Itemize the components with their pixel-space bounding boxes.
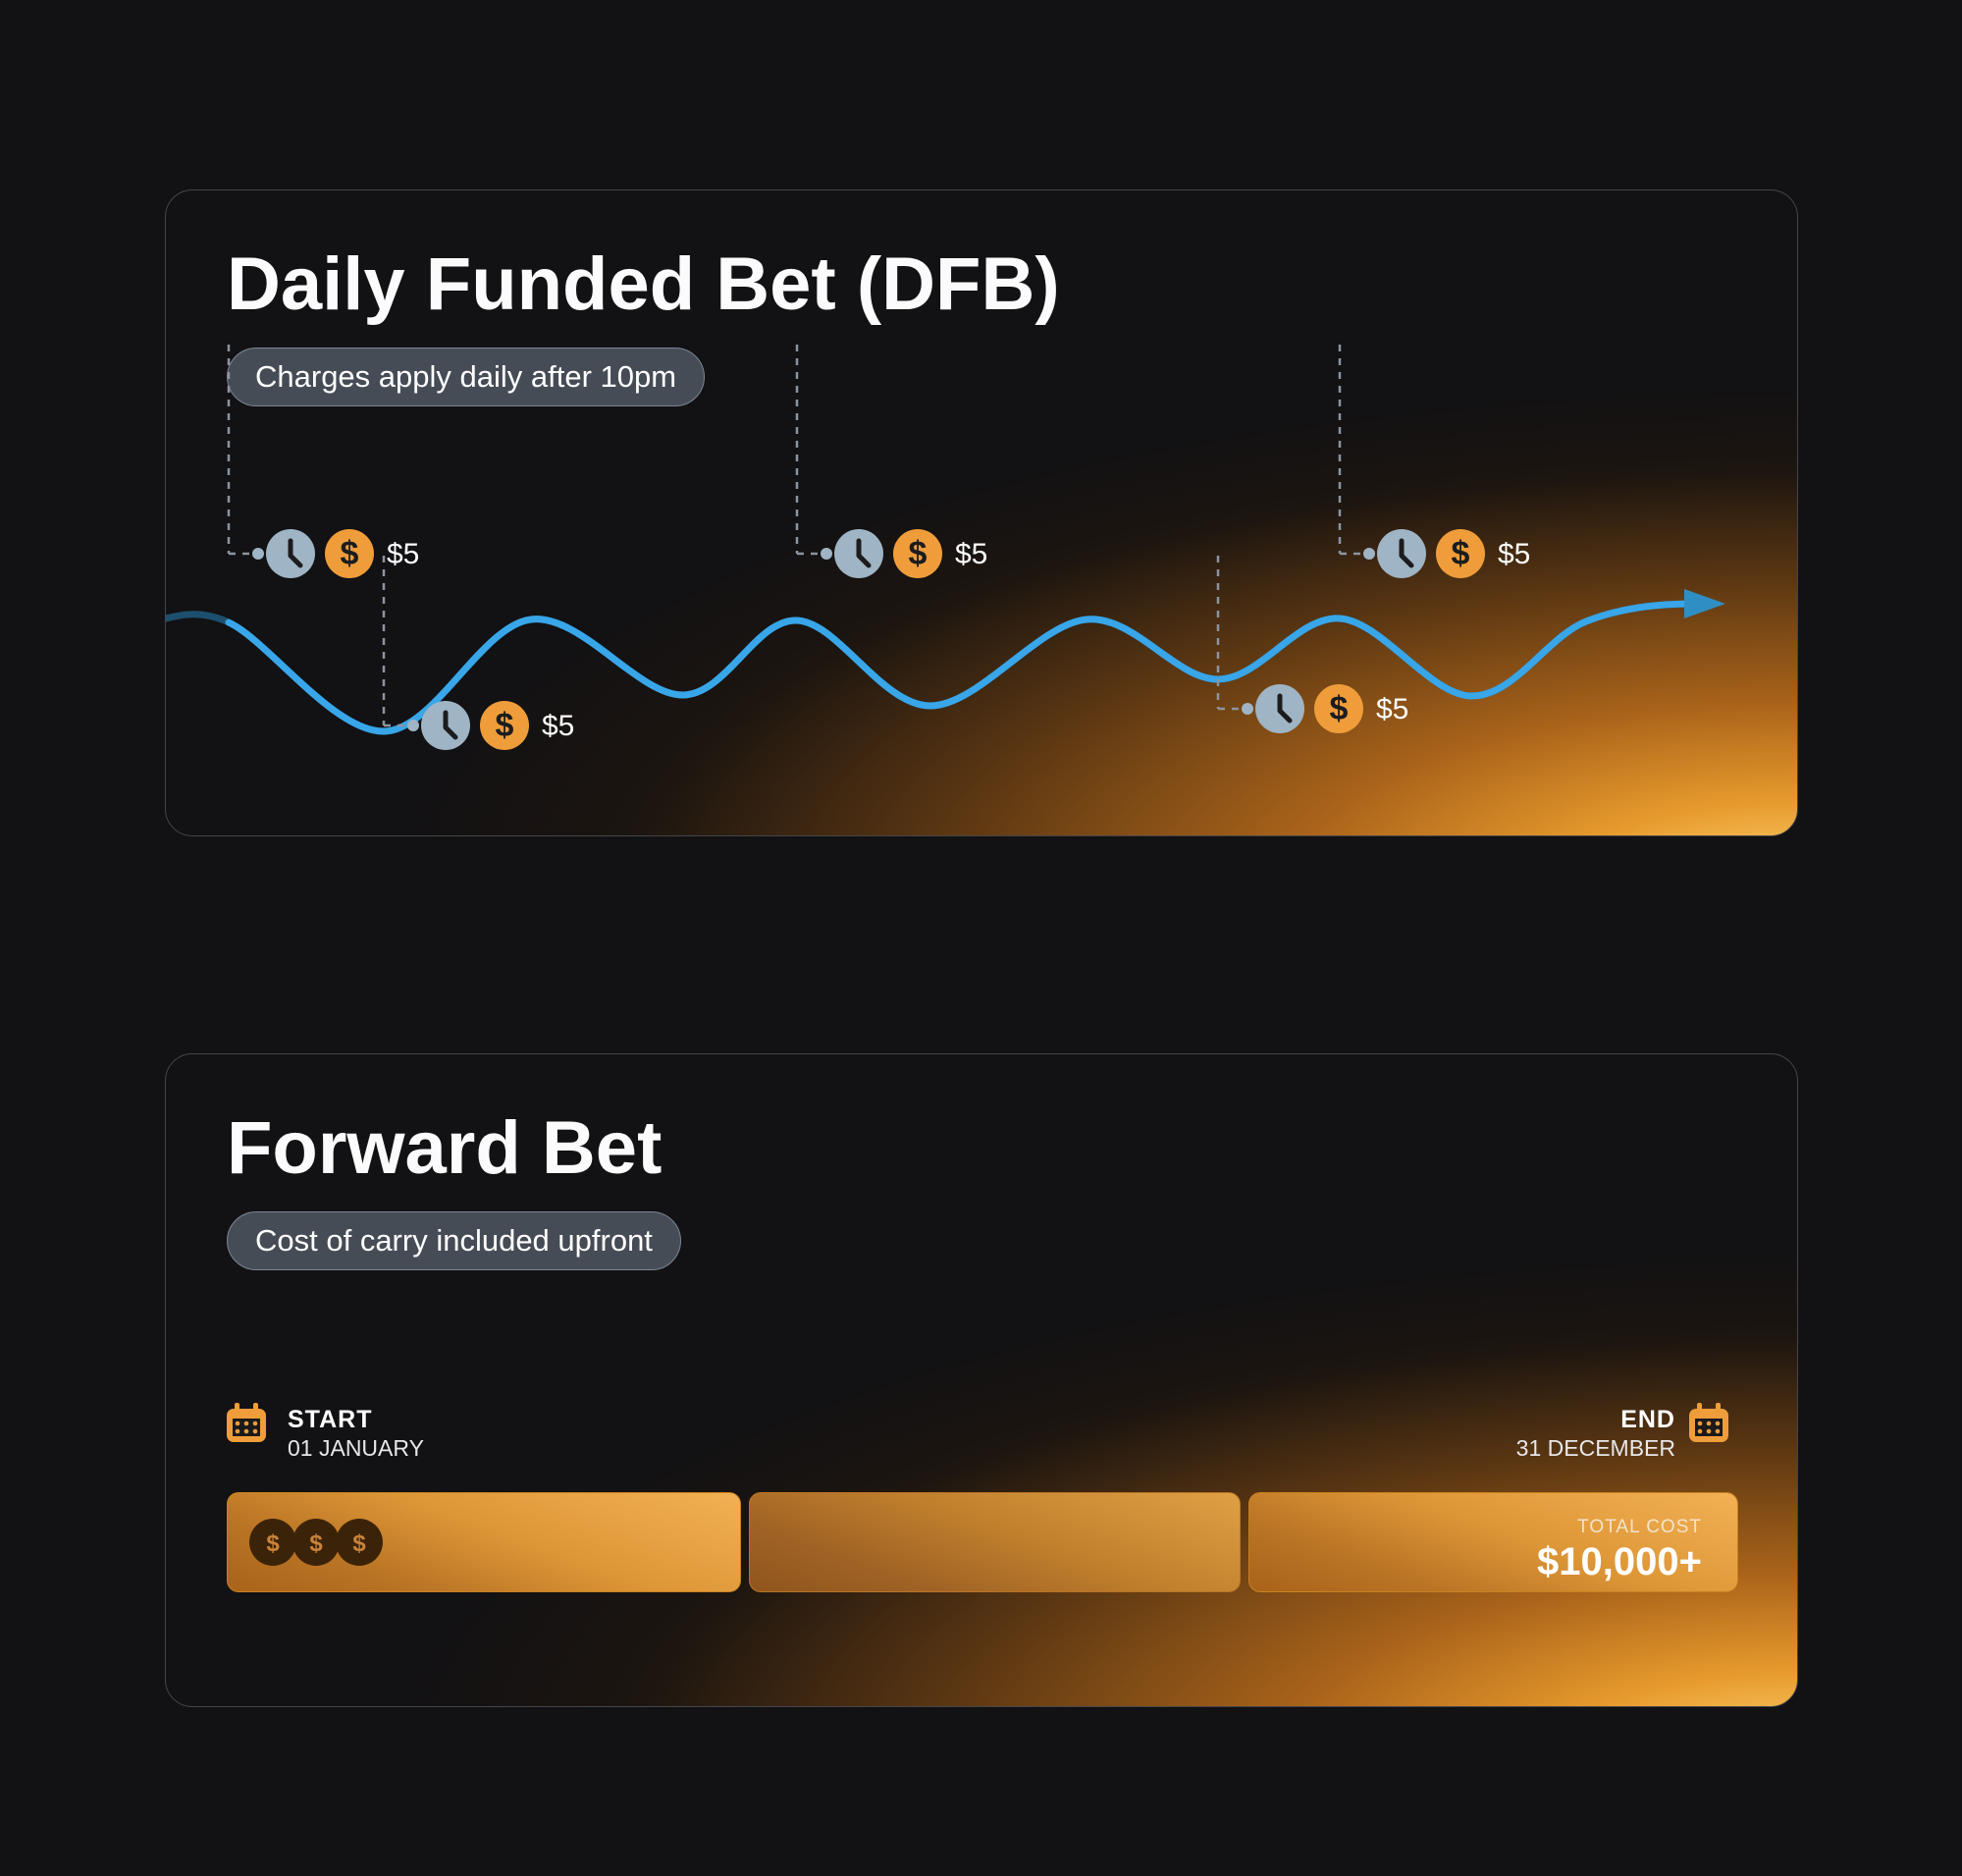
svg-text:$5: $5 (542, 710, 574, 742)
svg-text:$: $ (309, 1530, 323, 1557)
svg-text:$5: $5 (1376, 693, 1408, 725)
svg-text:$5: $5 (955, 538, 987, 570)
svg-text:$5: $5 (1498, 538, 1530, 570)
svg-text:$: $ (352, 1530, 366, 1557)
svg-text:$5: $5 (387, 538, 419, 570)
svg-text:$: $ (266, 1530, 280, 1557)
